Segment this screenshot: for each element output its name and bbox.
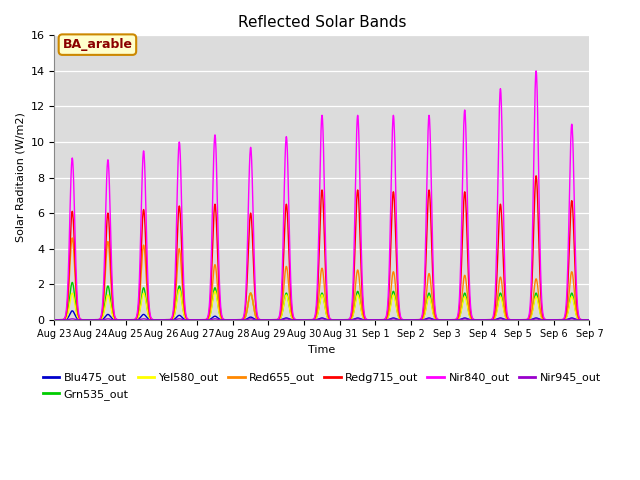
Grn535_out	[51, 317, 58, 323]
Grn535_out	[337, 317, 345, 323]
Grn535_out	[586, 317, 593, 323]
Nir840_out	[200, 317, 207, 323]
Grn535_out	[554, 317, 561, 323]
Blu475_out	[586, 317, 593, 323]
Nir945_out	[586, 317, 593, 323]
Line: Yel580_out: Yel580_out	[54, 289, 589, 320]
Nir945_out	[477, 317, 485, 323]
Nir945_out	[68, 316, 76, 322]
Nir840_out	[349, 288, 356, 294]
Redg715_out	[532, 173, 540, 179]
Nir840_out	[51, 317, 58, 323]
Redg715_out	[51, 317, 58, 323]
Blu475_out	[200, 317, 207, 323]
Redg715_out	[586, 317, 593, 323]
Red655_out	[68, 235, 76, 241]
Red655_out	[349, 307, 357, 312]
Grn535_out	[200, 317, 207, 323]
Blu475_out	[477, 317, 485, 323]
Blu475_out	[68, 308, 76, 314]
Nir840_out	[337, 317, 345, 323]
Yel580_out	[586, 317, 593, 323]
Blu475_out	[349, 316, 357, 322]
Yel580_out	[349, 312, 357, 318]
Line: Grn535_out: Grn535_out	[54, 282, 589, 320]
Nir840_out	[586, 317, 593, 323]
Yel580_out	[51, 317, 58, 323]
Red655_out	[200, 317, 207, 323]
Red655_out	[554, 317, 561, 323]
Yel580_out	[175, 287, 183, 292]
Nir840_out	[554, 317, 561, 323]
Line: Redg715_out: Redg715_out	[54, 176, 589, 320]
Grn535_out	[349, 312, 357, 318]
Blu475_out	[554, 317, 561, 323]
Nir945_out	[554, 317, 561, 323]
Nir840_out	[538, 305, 546, 311]
Yel580_out	[200, 317, 207, 323]
Title: Reflected Solar Bands: Reflected Solar Bands	[237, 15, 406, 30]
Red655_out	[265, 317, 273, 323]
Red655_out	[586, 317, 593, 323]
Y-axis label: Solar Raditaion (W/m2): Solar Raditaion (W/m2)	[15, 113, 25, 242]
Yel580_out	[477, 317, 485, 323]
Nir945_out	[51, 317, 58, 323]
Grn535_out	[68, 279, 76, 285]
Red655_out	[539, 315, 547, 321]
Red655_out	[51, 317, 58, 323]
Legend: Blu475_out, Grn535_out, Yel580_out, Red655_out, Redg715_out, Nir840_out, Nir945_: Blu475_out, Grn535_out, Yel580_out, Red6…	[38, 368, 605, 404]
Red655_out	[477, 317, 485, 323]
Nir945_out	[538, 317, 546, 323]
Blu475_out	[539, 317, 547, 323]
Line: Nir945_out: Nir945_out	[54, 319, 589, 320]
Nir840_out	[477, 317, 485, 323]
Red655_out	[338, 317, 346, 323]
Yel580_out	[337, 317, 345, 323]
Line: Nir840_out: Nir840_out	[54, 71, 589, 320]
Line: Blu475_out: Blu475_out	[54, 311, 589, 320]
Blu475_out	[51, 317, 58, 323]
Redg715_out	[349, 299, 356, 304]
X-axis label: Time: Time	[308, 345, 335, 355]
Redg715_out	[538, 310, 546, 316]
Redg715_out	[337, 317, 345, 323]
Nir945_out	[349, 317, 357, 323]
Text: BA_arable: BA_arable	[63, 38, 132, 51]
Redg715_out	[554, 317, 561, 323]
Nir840_out	[532, 68, 540, 74]
Blu475_out	[338, 317, 346, 323]
Nir945_out	[337, 317, 345, 323]
Redg715_out	[200, 317, 207, 323]
Line: Red655_out: Red655_out	[54, 238, 589, 320]
Yel580_out	[554, 317, 561, 323]
Redg715_out	[477, 317, 485, 323]
Nir945_out	[200, 317, 207, 323]
Grn535_out	[477, 317, 485, 323]
Yel580_out	[538, 316, 546, 322]
Grn535_out	[538, 316, 546, 322]
Blu475_out	[300, 317, 308, 323]
